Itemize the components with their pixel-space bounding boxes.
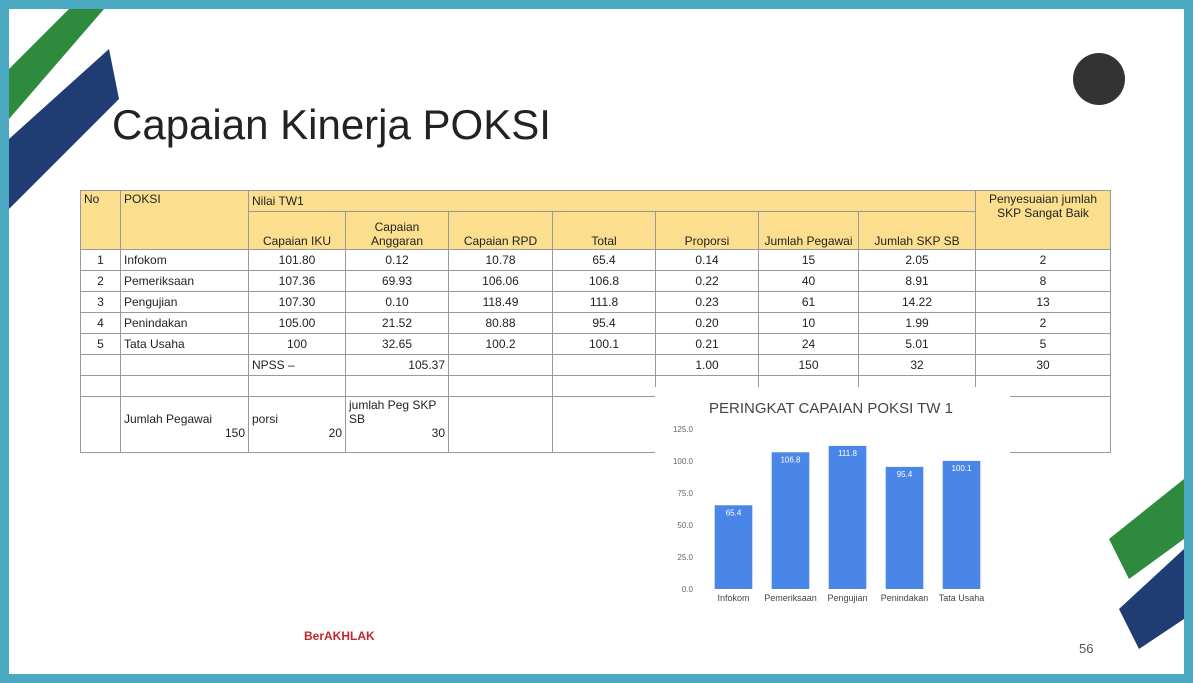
table-cell: 95.4 xyxy=(552,312,656,334)
table-cell: 0.10 xyxy=(345,291,449,313)
x-tick-label: Pengujian xyxy=(827,593,867,603)
table-cell: 14.22 xyxy=(858,291,976,313)
bar xyxy=(714,505,753,589)
table-row: 1 Infokom 101.80 0.12 10.78 65.4 0.14 15 2.05 2 xyxy=(80,249,1111,271)
lower-label: Jumlah Pegawai xyxy=(124,412,213,426)
header-cell: Penyesuaian jumlah SKP Sangat Baik xyxy=(975,190,1111,250)
data-label: 100.1 xyxy=(951,464,972,473)
chart: PERINGKAT CAPAIAN POKSI TW 1 0.0 25.0 50.0 7… xyxy=(655,387,1010,609)
table-cell: 0.12 xyxy=(345,249,449,271)
data-label: 65.4 xyxy=(726,508,742,517)
table-cell: porsi 20 xyxy=(248,396,346,453)
table-cell: 2.05 xyxy=(858,249,976,271)
table-cell: Jumlah SKP SB xyxy=(858,211,976,250)
table-cell: 69.93 xyxy=(345,270,449,292)
table: No POKSI Nilai TW1 Penyesuaian jumlah SK… xyxy=(80,190,1111,453)
y-tick-label: 125.0 xyxy=(673,425,694,434)
y-tick-label: 75.0 xyxy=(677,489,693,498)
x-tick-label: Penindakan xyxy=(881,593,929,603)
header-cell: Nilai TW1 xyxy=(248,190,976,212)
y-tick-label: 50.0 xyxy=(677,521,693,530)
x-tick-label: Pemeriksaan xyxy=(764,593,817,603)
table-cell: jumlah Peg SKP SB 30 xyxy=(345,396,449,453)
data-label: 106.8 xyxy=(780,455,801,464)
table-cell: 105.00 xyxy=(248,312,346,334)
lower-value: 30 xyxy=(431,426,445,440)
bar xyxy=(771,452,810,589)
table-cell: 105.37 xyxy=(345,354,449,376)
table-cell: Capaian RPD xyxy=(448,211,553,250)
table-cell: Jumlah Pegawai xyxy=(758,211,859,250)
table-row: 4 Penindakan 105.00 21.52 80.88 95.4 0.20 10 1.9… xyxy=(80,312,1111,334)
table-cell xyxy=(80,396,121,453)
bar xyxy=(942,460,981,589)
table-cell: 0.23 xyxy=(655,291,759,313)
x-tick-label: Tata Usaha xyxy=(939,593,985,603)
x-tick-label: Infokom xyxy=(717,593,749,603)
table-cell: Capaian IKU xyxy=(248,211,346,250)
table-cell: NPSS – xyxy=(248,354,346,376)
table-cell: Capaian Anggaran xyxy=(345,211,449,250)
data-label: 111.8 xyxy=(838,449,857,458)
lower-value: 150 xyxy=(224,426,245,440)
chart-title: PERINGKAT CAPAIAN POKSI TW 1 xyxy=(709,400,953,417)
table-cell xyxy=(552,396,656,453)
table-row: NPSS –105.37 1.00 150 32 30 xyxy=(80,354,1111,376)
y-tick-label: 25.0 xyxy=(677,553,693,562)
table-cell: 100.1 xyxy=(552,333,656,355)
data-label: 95.4 xyxy=(897,470,913,479)
table-cell xyxy=(448,396,553,453)
y-tick-label: 100.0 xyxy=(673,457,694,466)
header-row: Capaian IKU Capaian Anggaran Capaian RPD To… xyxy=(81,211,1111,250)
page-number: 56 xyxy=(1079,641,1094,656)
footer-logo: BerAKHLAK xyxy=(304,629,375,643)
y-tick-label: 0.0 xyxy=(682,585,694,594)
table-cell: 1.00 xyxy=(655,354,759,376)
slide: Capaian Kinerja POKSI No POKSI Nilai TW1… xyxy=(9,9,1184,674)
table-cell: 10 xyxy=(758,312,859,334)
lower-label: jumlah Peg SKP SB xyxy=(349,398,437,426)
table-cell: Proporsi xyxy=(655,211,759,250)
table-cell: 111.8 xyxy=(552,291,656,313)
lower-value: 20 xyxy=(328,426,342,440)
bar xyxy=(828,445,867,589)
lower-label: porsi xyxy=(252,412,279,426)
table-cell: Pemeriksaan xyxy=(120,270,249,292)
decoration xyxy=(9,9,1184,649)
slide-title: Capaian Kinerja POKSI xyxy=(112,101,551,148)
table-cell: Pengujian xyxy=(120,291,249,313)
bar xyxy=(885,466,924,589)
table-cell: Total xyxy=(552,211,656,250)
